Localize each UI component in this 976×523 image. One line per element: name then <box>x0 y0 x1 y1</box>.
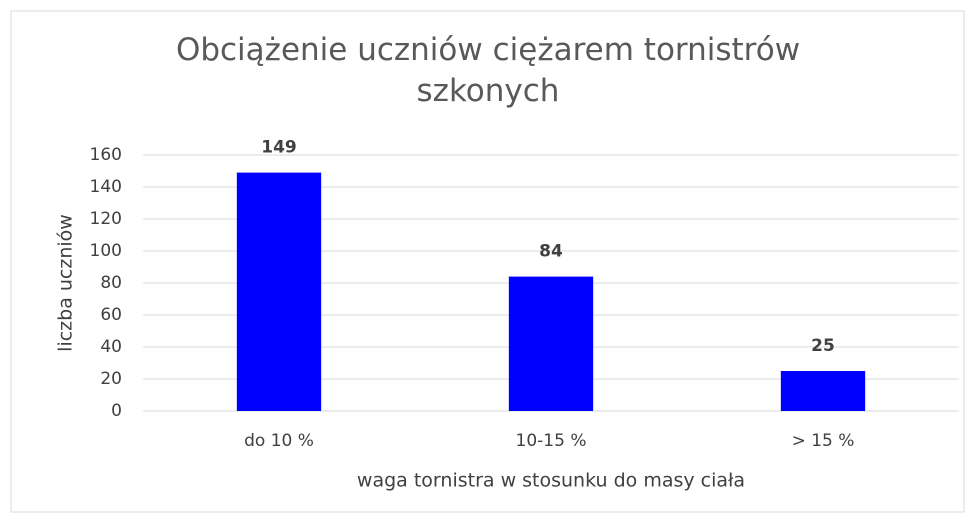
y-tick-label: 40 <box>100 337 122 357</box>
x-axis-label: waga tornistra w stosunku do masy ciała <box>357 470 745 492</box>
chart-border <box>10 10 965 513</box>
bar <box>236 172 322 411</box>
title-box: Obciążenie uczniów ciężarem tornistrów s… <box>175 32 801 109</box>
x-tick-label: do 10 % <box>244 431 314 451</box>
value-label: 84 <box>539 242 563 262</box>
value-label: 149 <box>261 138 297 158</box>
y-tick-label: 0 <box>111 401 122 421</box>
y-axis-label: liczba uczniów <box>55 214 77 352</box>
y-tick-label: 100 <box>90 241 122 261</box>
value-label: 25 <box>811 336 835 356</box>
x-tick-label: > 15 % <box>792 431 855 451</box>
y-tick-label: 160 <box>90 145 122 165</box>
y-tick-label: 140 <box>90 177 122 197</box>
y-tick-label: 60 <box>100 305 122 325</box>
bar <box>780 371 866 411</box>
chart-title: Obciążenie uczniów ciężarem tornistrów s… <box>175 32 801 109</box>
y-tick-label: 20 <box>100 369 122 389</box>
x-tick-label: 10-15 % <box>516 431 587 451</box>
y-tick-label: 80 <box>100 273 122 293</box>
bar <box>508 276 594 411</box>
y-tick-label: 120 <box>90 209 122 229</box>
